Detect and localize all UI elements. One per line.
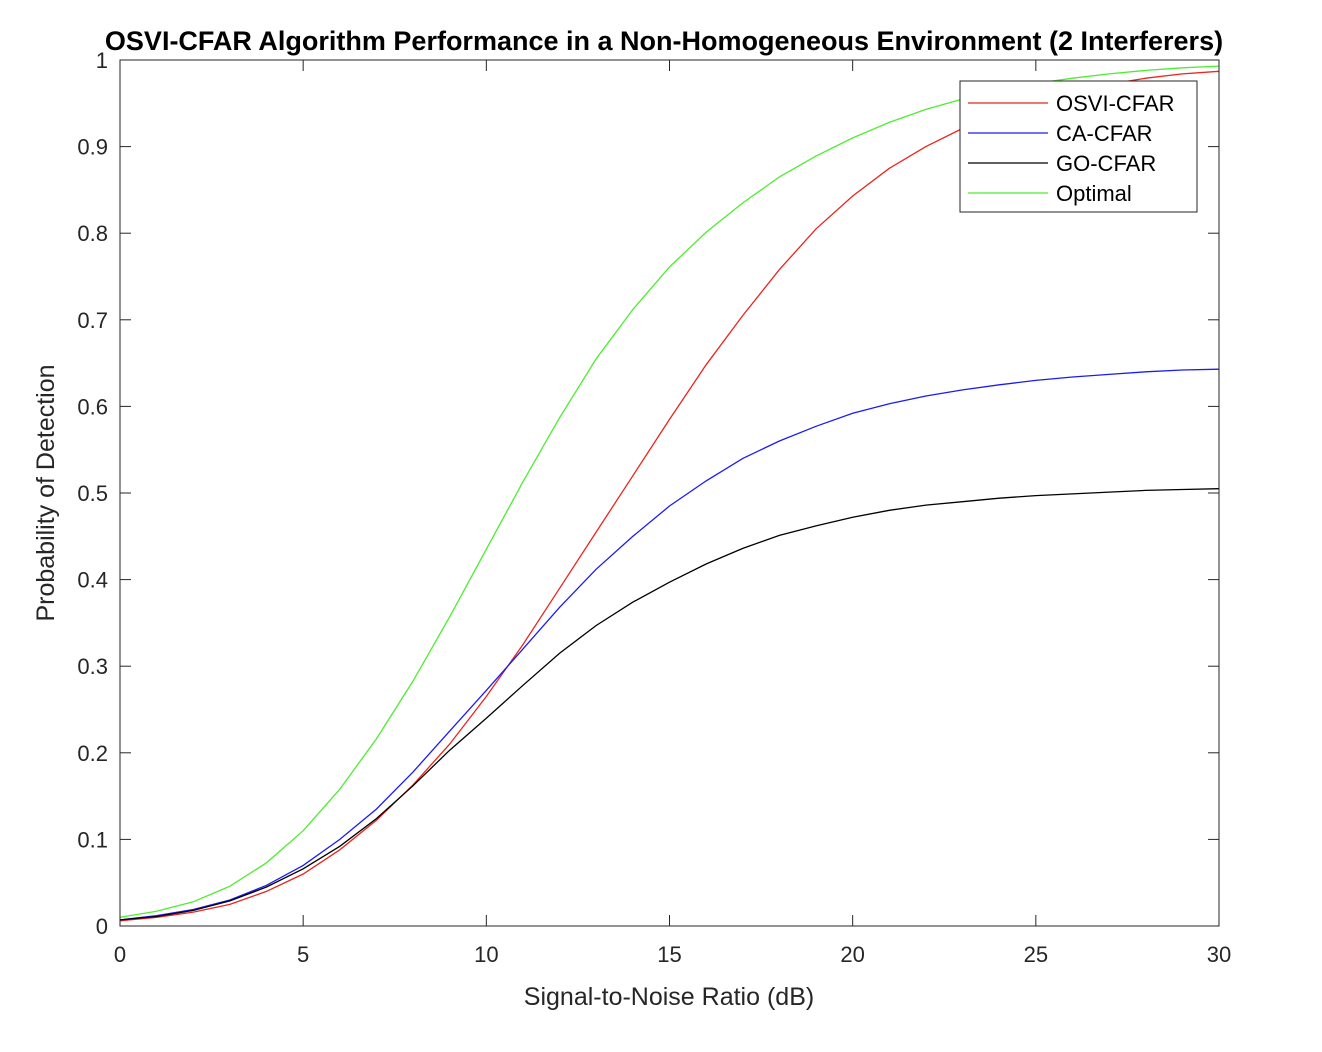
legend-label-ca-cfar: CA-CFAR bbox=[1056, 121, 1153, 146]
y-tick-label: 1 bbox=[96, 48, 108, 73]
legend: OSVI-CFAR CA-CFAR GO-CFAR Optimal bbox=[959, 80, 1198, 213]
x-axis-label: Signal-to-Noise Ratio (dB) bbox=[524, 983, 814, 1011]
y-tick-label: 0.8 bbox=[77, 221, 108, 246]
series-line-ca-cfar bbox=[119, 368, 1220, 921]
y-tick-label: 0.9 bbox=[77, 135, 108, 160]
x-tick-label: 20 bbox=[840, 942, 864, 967]
x-tick-label: 15 bbox=[657, 942, 681, 967]
chart-title: OSVI-CFAR Algorithm Performance in a Non… bbox=[105, 26, 1223, 56]
x-tick-label: 5 bbox=[297, 942, 309, 967]
x-tick-label: 30 bbox=[1207, 942, 1231, 967]
x-tick-label: 25 bbox=[1024, 942, 1048, 967]
y-tick-label: 0.4 bbox=[77, 568, 108, 593]
series-line-go-cfar bbox=[119, 488, 1220, 921]
y-tick-label: 0.5 bbox=[77, 481, 108, 506]
y-tick-label: 0.6 bbox=[77, 394, 108, 419]
legend-label-osvi-cfar: OSVI-CFAR bbox=[1056, 91, 1175, 116]
y-tick-label: 0.2 bbox=[77, 741, 108, 766]
x-tick-label: 0 bbox=[114, 942, 126, 967]
legend-label-optimal: Optimal bbox=[1056, 181, 1132, 206]
x-tick-label: 10 bbox=[474, 942, 498, 967]
y-tick-label: 0 bbox=[96, 914, 108, 939]
legend-label-go-cfar: GO-CFAR bbox=[1056, 151, 1156, 176]
y-tick-label: 0.3 bbox=[77, 654, 108, 679]
y-axis-label: Probability of Detection bbox=[32, 364, 60, 621]
y-tick-label: 0.7 bbox=[77, 308, 108, 333]
y-tick-label: 0.1 bbox=[77, 827, 108, 852]
axes-layer: 0 5 10 15 20 25 30 0 0.1 0.2 0.3 0.4 0.5 0.6 0.7 0.8 0.9… bbox=[77, 48, 1231, 967]
